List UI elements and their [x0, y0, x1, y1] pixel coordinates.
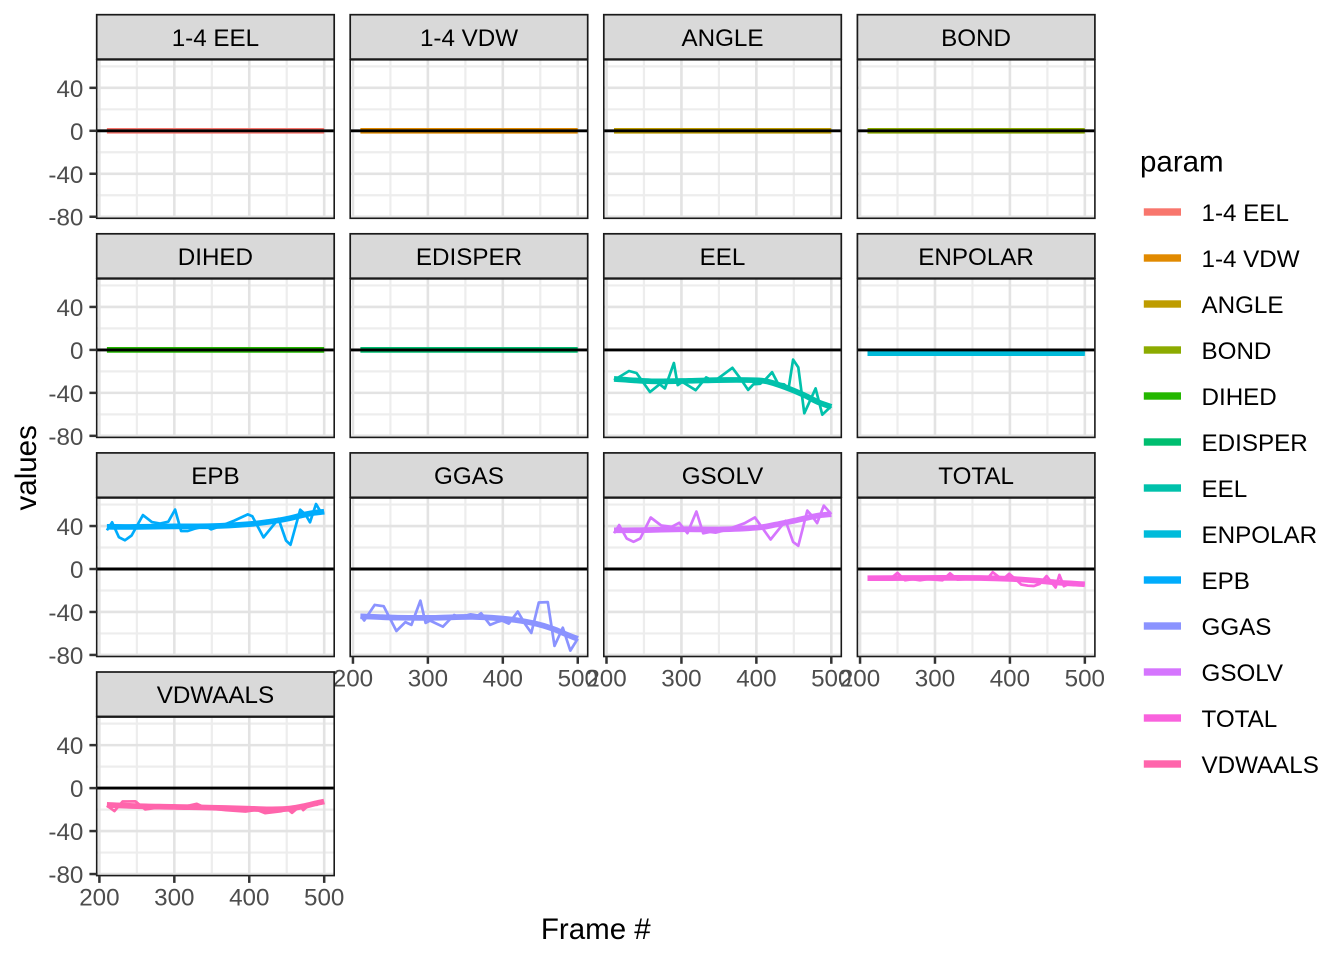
svg-text:TOTAL: TOTAL	[938, 463, 1014, 490]
svg-text:0: 0	[70, 557, 83, 584]
svg-text:1-4 VDW: 1-4 VDW	[1202, 246, 1300, 273]
svg-text:40: 40	[56, 514, 83, 541]
svg-text:300: 300	[154, 885, 194, 912]
svg-text:-80: -80	[48, 424, 83, 451]
svg-text:values: values	[10, 425, 43, 510]
svg-text:0: 0	[70, 119, 83, 146]
svg-text:BOND: BOND	[941, 25, 1011, 52]
svg-text:200: 200	[333, 666, 373, 693]
svg-text:ANGLE: ANGLE	[1202, 292, 1284, 319]
svg-text:0: 0	[70, 776, 83, 803]
svg-text:-40: -40	[48, 819, 83, 846]
svg-text:400: 400	[229, 885, 269, 912]
svg-text:40: 40	[56, 295, 83, 322]
svg-text:40: 40	[56, 76, 83, 103]
svg-text:TOTAL: TOTAL	[1202, 706, 1278, 733]
svg-text:EEL: EEL	[1202, 476, 1248, 503]
svg-text:GGAS: GGAS	[434, 463, 504, 490]
svg-text:ENPOLAR: ENPOLAR	[918, 244, 1034, 271]
svg-text:BOND: BOND	[1202, 338, 1272, 365]
svg-text:400: 400	[990, 666, 1030, 693]
svg-text:200: 200	[79, 885, 119, 912]
svg-text:DIHED: DIHED	[178, 244, 253, 271]
svg-text:EDISPER: EDISPER	[416, 244, 522, 271]
svg-text:200: 200	[586, 666, 626, 693]
svg-text:GGAS: GGAS	[1202, 614, 1272, 641]
svg-text:EPB: EPB	[1202, 568, 1250, 595]
svg-text:500: 500	[811, 666, 851, 693]
svg-text:-80: -80	[48, 862, 83, 889]
svg-text:param: param	[1140, 146, 1224, 179]
svg-text:500: 500	[304, 885, 344, 912]
svg-text:EPB: EPB	[191, 463, 239, 490]
svg-text:-40: -40	[48, 162, 83, 189]
svg-text:EDISPER: EDISPER	[1202, 430, 1308, 457]
svg-text:300: 300	[661, 666, 701, 693]
svg-text:300: 300	[408, 666, 448, 693]
svg-text:1-4 VDW: 1-4 VDW	[420, 25, 518, 52]
svg-text:-80: -80	[48, 643, 83, 670]
svg-text:DIHED: DIHED	[1202, 384, 1277, 411]
svg-text:VDWAALS: VDWAALS	[1202, 752, 1319, 779]
svg-text:ANGLE: ANGLE	[682, 25, 764, 52]
svg-text:-80: -80	[48, 205, 83, 232]
svg-text:GSOLV: GSOLV	[682, 463, 764, 490]
svg-text:VDWAALS: VDWAALS	[157, 682, 274, 709]
svg-text:40: 40	[56, 733, 83, 760]
svg-text:500: 500	[558, 666, 598, 693]
svg-text:-40: -40	[48, 381, 83, 408]
svg-text:500: 500	[1065, 666, 1105, 693]
svg-text:0: 0	[70, 338, 83, 365]
svg-text:-40: -40	[48, 600, 83, 627]
svg-text:400: 400	[736, 666, 776, 693]
svg-text:ENPOLAR: ENPOLAR	[1202, 522, 1318, 549]
svg-text:400: 400	[483, 666, 523, 693]
svg-text:1-4 EEL: 1-4 EEL	[1202, 200, 1289, 227]
svg-text:EEL: EEL	[700, 244, 746, 271]
svg-text:Frame #: Frame #	[541, 913, 651, 946]
svg-text:1-4 EEL: 1-4 EEL	[172, 25, 259, 52]
svg-text:GSOLV: GSOLV	[1202, 660, 1284, 687]
svg-text:300: 300	[915, 666, 955, 693]
svg-text:200: 200	[840, 666, 880, 693]
